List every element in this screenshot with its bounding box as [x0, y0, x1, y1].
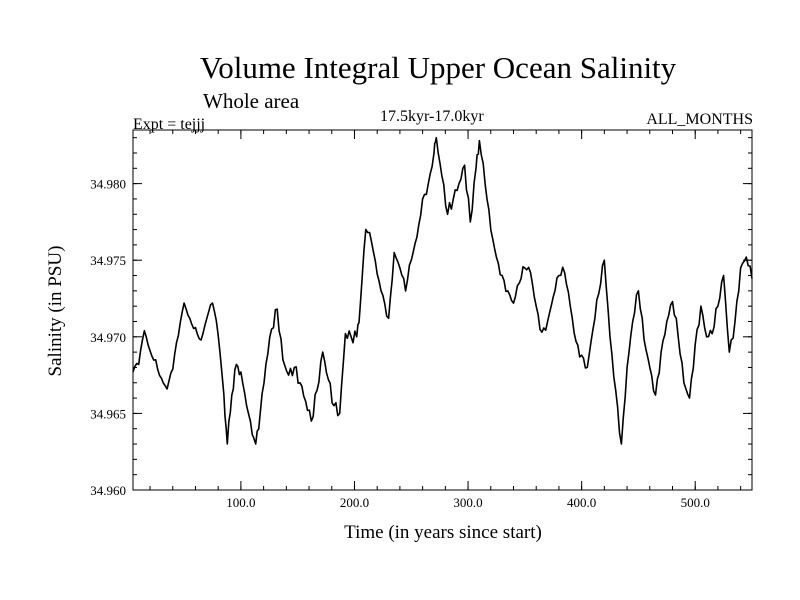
x-tick-label: 200.0: [340, 495, 369, 510]
y-tick-label: 34.980: [90, 177, 126, 192]
months-label: ALL_MONTHS: [646, 111, 753, 128]
x-tick-label: 500.0: [681, 495, 710, 510]
y-axis-label: Salinity (in PSU): [45, 246, 66, 377]
chart-subtitle: Whole area: [203, 89, 300, 113]
plot-frame: [132, 129, 753, 491]
x-axis-label: Time (in years since start): [344, 522, 542, 543]
x-tick-label: 400.0: [567, 495, 596, 510]
experiment-label: Expt = tejjj: [133, 116, 206, 133]
y-tick-label: 34.975: [90, 253, 126, 268]
period-label: 17.5kyr-17.0kyr: [380, 108, 484, 125]
chart-title: Volume Integral Upper Ocean Salinity: [199, 50, 677, 85]
y-tick-label: 34.970: [90, 330, 126, 345]
series-line-salinity: [132, 136, 753, 445]
y-tick-label: 34.965: [90, 406, 126, 421]
y-tick-label: 34.960: [90, 483, 126, 498]
x-tick-label: 100.0: [226, 495, 255, 510]
x-tick-label: 300.0: [453, 495, 482, 510]
